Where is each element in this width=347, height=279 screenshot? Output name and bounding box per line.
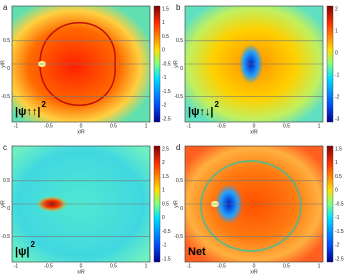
- colorbar-tick-label: 1: [335, 160, 338, 166]
- colorbar-tick-label: -0.5: [162, 61, 171, 67]
- y-tick-label: 0: [180, 206, 183, 212]
- colorbar: [153, 5, 161, 123]
- colorbar-tick-label: 1.5: [162, 174, 169, 180]
- x-tick-label: -0.5: [217, 263, 226, 269]
- panel: -1 -0.5 0 0.5 1 x/R 0.5 0 -0.5 y/R 2.5 2 1.5 1 0.5 0 -0.…: [0, 143, 171, 275]
- y-tick-label: 0.5: [176, 178, 183, 184]
- colorbar-tick-label: -1: [162, 243, 167, 249]
- colorbar-tick-label: 0.5: [162, 201, 169, 207]
- inset-label: |ψ|: [15, 246, 29, 258]
- colorbar-tick-label: -2: [162, 103, 167, 109]
- y-axis-label: y/R: [0, 60, 6, 68]
- inset-superscript: 2: [30, 240, 35, 249]
- y-tick-label: 0.5: [3, 38, 10, 44]
- x-tick-label: 1: [318, 263, 321, 269]
- colorbar-tick-label: 0.5: [162, 34, 169, 40]
- colorbar-tick-label: 1.5: [162, 6, 169, 12]
- inset-superscript: 2: [214, 100, 219, 109]
- colorbar-tick-label: 1: [162, 188, 165, 194]
- colorbar-tick-label: 0.5: [335, 174, 342, 180]
- colorbar-tick-label: 1.5: [335, 146, 342, 152]
- y-tick-label: 0: [180, 66, 183, 72]
- x-axis-label: x/R: [77, 269, 85, 275]
- x-tick-label: 1: [145, 123, 148, 129]
- y-tick-label: 0.5: [176, 38, 183, 44]
- y-tick-label: -0.5: [1, 94, 10, 100]
- x-tick-label: 1: [318, 123, 321, 129]
- inset-superscript: 2: [41, 100, 46, 109]
- colorbar-tick-label: -1: [335, 215, 340, 221]
- colorbar-tick-label: 0: [162, 48, 165, 54]
- x-tick-label: 1: [145, 263, 148, 269]
- x-tick-label: 0.5: [283, 123, 290, 129]
- colorbar-tick-label: -1.5: [335, 229, 344, 235]
- colorbar-tick-label: -2.5: [335, 256, 344, 262]
- colorbar-tick-label: -0.5: [335, 201, 344, 207]
- plot-frame: [11, 5, 151, 123]
- y-axis-label: y/R: [0, 200, 6, 208]
- colorbar-tick-label: 1: [162, 20, 165, 26]
- y-axis-label: y/R: [173, 200, 179, 208]
- colorbar-tick-label: -3: [335, 116, 340, 122]
- x-tick-label: -1: [14, 263, 19, 269]
- panel: -1 -0.5 0 0.5 1 x/R 0.5 0 -0.5 y/R 2 1 0 -1 -2 -3 b |ψ↑↓|…: [173, 3, 339, 135]
- colorbar-tick-label: -2.5: [162, 116, 171, 122]
- heatmap-feature: [199, 160, 302, 252]
- x-axis-label: x/R: [250, 129, 258, 135]
- x-tick-label: 0: [253, 263, 256, 269]
- x-tick-label: 0.5: [110, 263, 117, 269]
- x-tick-label: 0.5: [283, 263, 290, 269]
- colorbar-tick-label: -1.5: [162, 89, 171, 95]
- colorbar-tick-label: 0: [335, 50, 338, 56]
- panel-letter: c: [3, 143, 7, 152]
- panel-letter: a: [3, 3, 8, 12]
- x-tick-label: 0.5: [110, 123, 117, 129]
- colorbar-tick-label: -1: [162, 75, 167, 81]
- colorbar-tick-label: -0.5: [162, 229, 171, 235]
- colorbar-tick-label: 0: [162, 215, 165, 221]
- colorbar: [153, 145, 161, 263]
- x-tick-label: -1: [187, 263, 192, 269]
- panels: -1 -0.5 0 0.5 1x/R0.50-0.5y/R1.510.50-0.5-1-…: [0, 3, 344, 275]
- y-tick-label: 0: [7, 206, 10, 212]
- x-axis-label: x/R: [77, 129, 85, 135]
- colorbar-tick-label: 1: [335, 28, 338, 34]
- colorbar-tick-label: -2: [335, 243, 340, 249]
- x-tick-label: -1: [14, 123, 19, 129]
- x-tick-label: 0: [80, 123, 83, 129]
- x-tick-label: -1: [187, 123, 192, 129]
- y-tick-label: -0.5: [174, 94, 183, 100]
- colorbar-tick-label: 0: [335, 188, 338, 194]
- colorbar-tick-label: -1.5: [162, 256, 171, 262]
- inset-label: Net: [188, 246, 206, 258]
- y-axis-label: y/R: [173, 60, 179, 68]
- x-tick-label: -0.5: [44, 263, 53, 269]
- colorbar-tick-label: 2: [162, 160, 165, 166]
- x-axis-label: x/R: [250, 269, 258, 275]
- colorbar-tick-label: -2: [335, 94, 340, 100]
- colorbar-tick-label: -1: [335, 72, 340, 78]
- y-tick-label: 0.5: [3, 178, 10, 184]
- y-tick-label: 0: [7, 66, 10, 72]
- x-tick-label: 0: [80, 263, 83, 269]
- colorbar: [326, 145, 334, 263]
- inset-label: |ψ↑↑|: [15, 106, 40, 118]
- panel-letter: b: [176, 3, 181, 12]
- inset-label: |ψ↑↓|: [188, 106, 213, 118]
- y-tick-label: -0.5: [1, 234, 10, 240]
- colorbar: [326, 5, 334, 123]
- y-tick-label: -0.5: [174, 234, 183, 240]
- plot-frame: [184, 145, 324, 263]
- panel: -1 -0.5 0 0.5 1 x/R 0.5 0 -0.5 y/R 1.5 1 0.5 0 -0.5 -1 -…: [173, 143, 344, 275]
- panel: -1 -0.5 0 0.5 1 x/R 0.5 0 -0.5 y/R 1.5 1 0.5 0 -0.5 -1 -…: [0, 3, 171, 135]
- x-tick-label: 0: [253, 123, 256, 129]
- panel-letter: d: [176, 143, 180, 152]
- x-tick-label: -0.5: [217, 123, 226, 129]
- colorbar-tick-label: 2: [335, 6, 338, 12]
- x-tick-label: -0.5: [44, 123, 53, 129]
- plot-frame: [11, 145, 151, 263]
- colorbar-tick-label: 2.5: [162, 146, 169, 152]
- plot-frame: [184, 5, 324, 123]
